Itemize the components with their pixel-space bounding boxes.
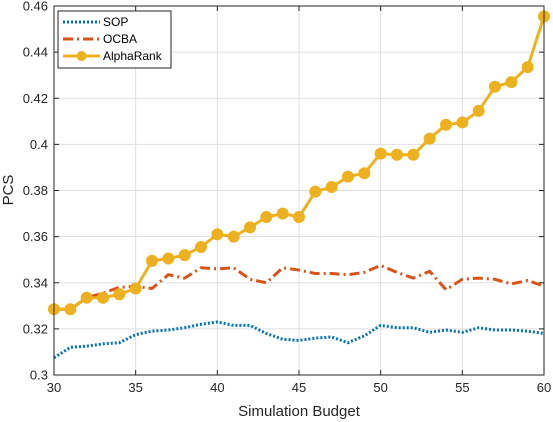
data-point-alpharank xyxy=(505,76,518,89)
series-sop xyxy=(53,320,545,359)
y-tick-label: 0.3 xyxy=(30,368,48,383)
y-tick-label: 0.46 xyxy=(23,0,48,14)
data-point-alpharank xyxy=(325,181,338,194)
data-point-alpharank xyxy=(260,211,273,224)
legend-label-alpharank: AlphaRank xyxy=(103,49,163,63)
data-point-alpharank xyxy=(456,116,469,129)
data-point-alpharank xyxy=(342,170,354,183)
y-tick-label: 0.34 xyxy=(23,275,48,290)
y-tick-label: 0.42 xyxy=(23,91,48,106)
x-tick-label: 50 xyxy=(373,380,387,395)
y-tick-labels: 0.3 0.32 0.34 0.36 0.38 0.4 0.42 0.44 0.46 xyxy=(23,0,48,383)
data-point-alpharank xyxy=(407,148,420,161)
data-point-alpharank xyxy=(521,61,534,74)
data-point-alpharank xyxy=(374,147,387,160)
grid-lines xyxy=(54,6,544,375)
data-point-alpharank xyxy=(178,249,191,262)
legend-label-ocba: OCBA xyxy=(103,32,137,46)
data-point-alpharank xyxy=(211,228,224,241)
data-point-alpharank xyxy=(423,132,436,145)
y-tick-label: 0.32 xyxy=(23,321,48,336)
legend-label-sop: SOP xyxy=(103,15,128,29)
x-axis-title: Simulation Budget xyxy=(238,403,361,420)
data-point-alpharank xyxy=(489,80,501,93)
y-tick-label: 0.4 xyxy=(30,137,48,152)
y-tick-label: 0.44 xyxy=(23,45,48,60)
data-point-alpharank xyxy=(162,252,175,265)
data-point-alpharank xyxy=(97,291,109,304)
y-tick-label: 0.36 xyxy=(23,229,48,244)
data-point-alpharank xyxy=(80,291,93,304)
data-point-alpharank xyxy=(309,185,322,198)
data-point-alpharank xyxy=(358,167,371,180)
x-tick-labels: 30 35 40 45 50 55 60 xyxy=(47,380,551,395)
data-point-alpharank xyxy=(195,241,207,254)
x-tick-label: 30 xyxy=(47,380,61,395)
x-tick-label: 35 xyxy=(128,380,142,395)
data-point-alpharank xyxy=(146,254,158,267)
legend-marker-alpharank xyxy=(76,51,87,61)
x-tick-label: 45 xyxy=(292,380,306,395)
y-axis-title: PCS xyxy=(0,175,17,206)
data-point-alpharank xyxy=(440,118,452,131)
legend: SOP OCBA AlphaRank xyxy=(57,10,172,69)
data-point-alpharank xyxy=(129,282,142,295)
x-tick-label: 55 xyxy=(455,380,469,395)
data-point-alpharank xyxy=(276,207,289,220)
data-point-alpharank xyxy=(391,148,403,161)
data-point-alpharank xyxy=(227,230,240,243)
x-tick-label: 40 xyxy=(210,380,224,395)
x-tick-label: 60 xyxy=(537,380,551,395)
data-point-alpharank xyxy=(244,221,256,234)
y-tick-label: 0.38 xyxy=(23,183,48,198)
series-line-sop xyxy=(53,320,545,359)
data-point-alpharank xyxy=(113,288,126,301)
data-point-alpharank xyxy=(64,303,77,316)
data-point-alpharank xyxy=(293,211,305,224)
data-point-alpharank xyxy=(472,104,485,117)
